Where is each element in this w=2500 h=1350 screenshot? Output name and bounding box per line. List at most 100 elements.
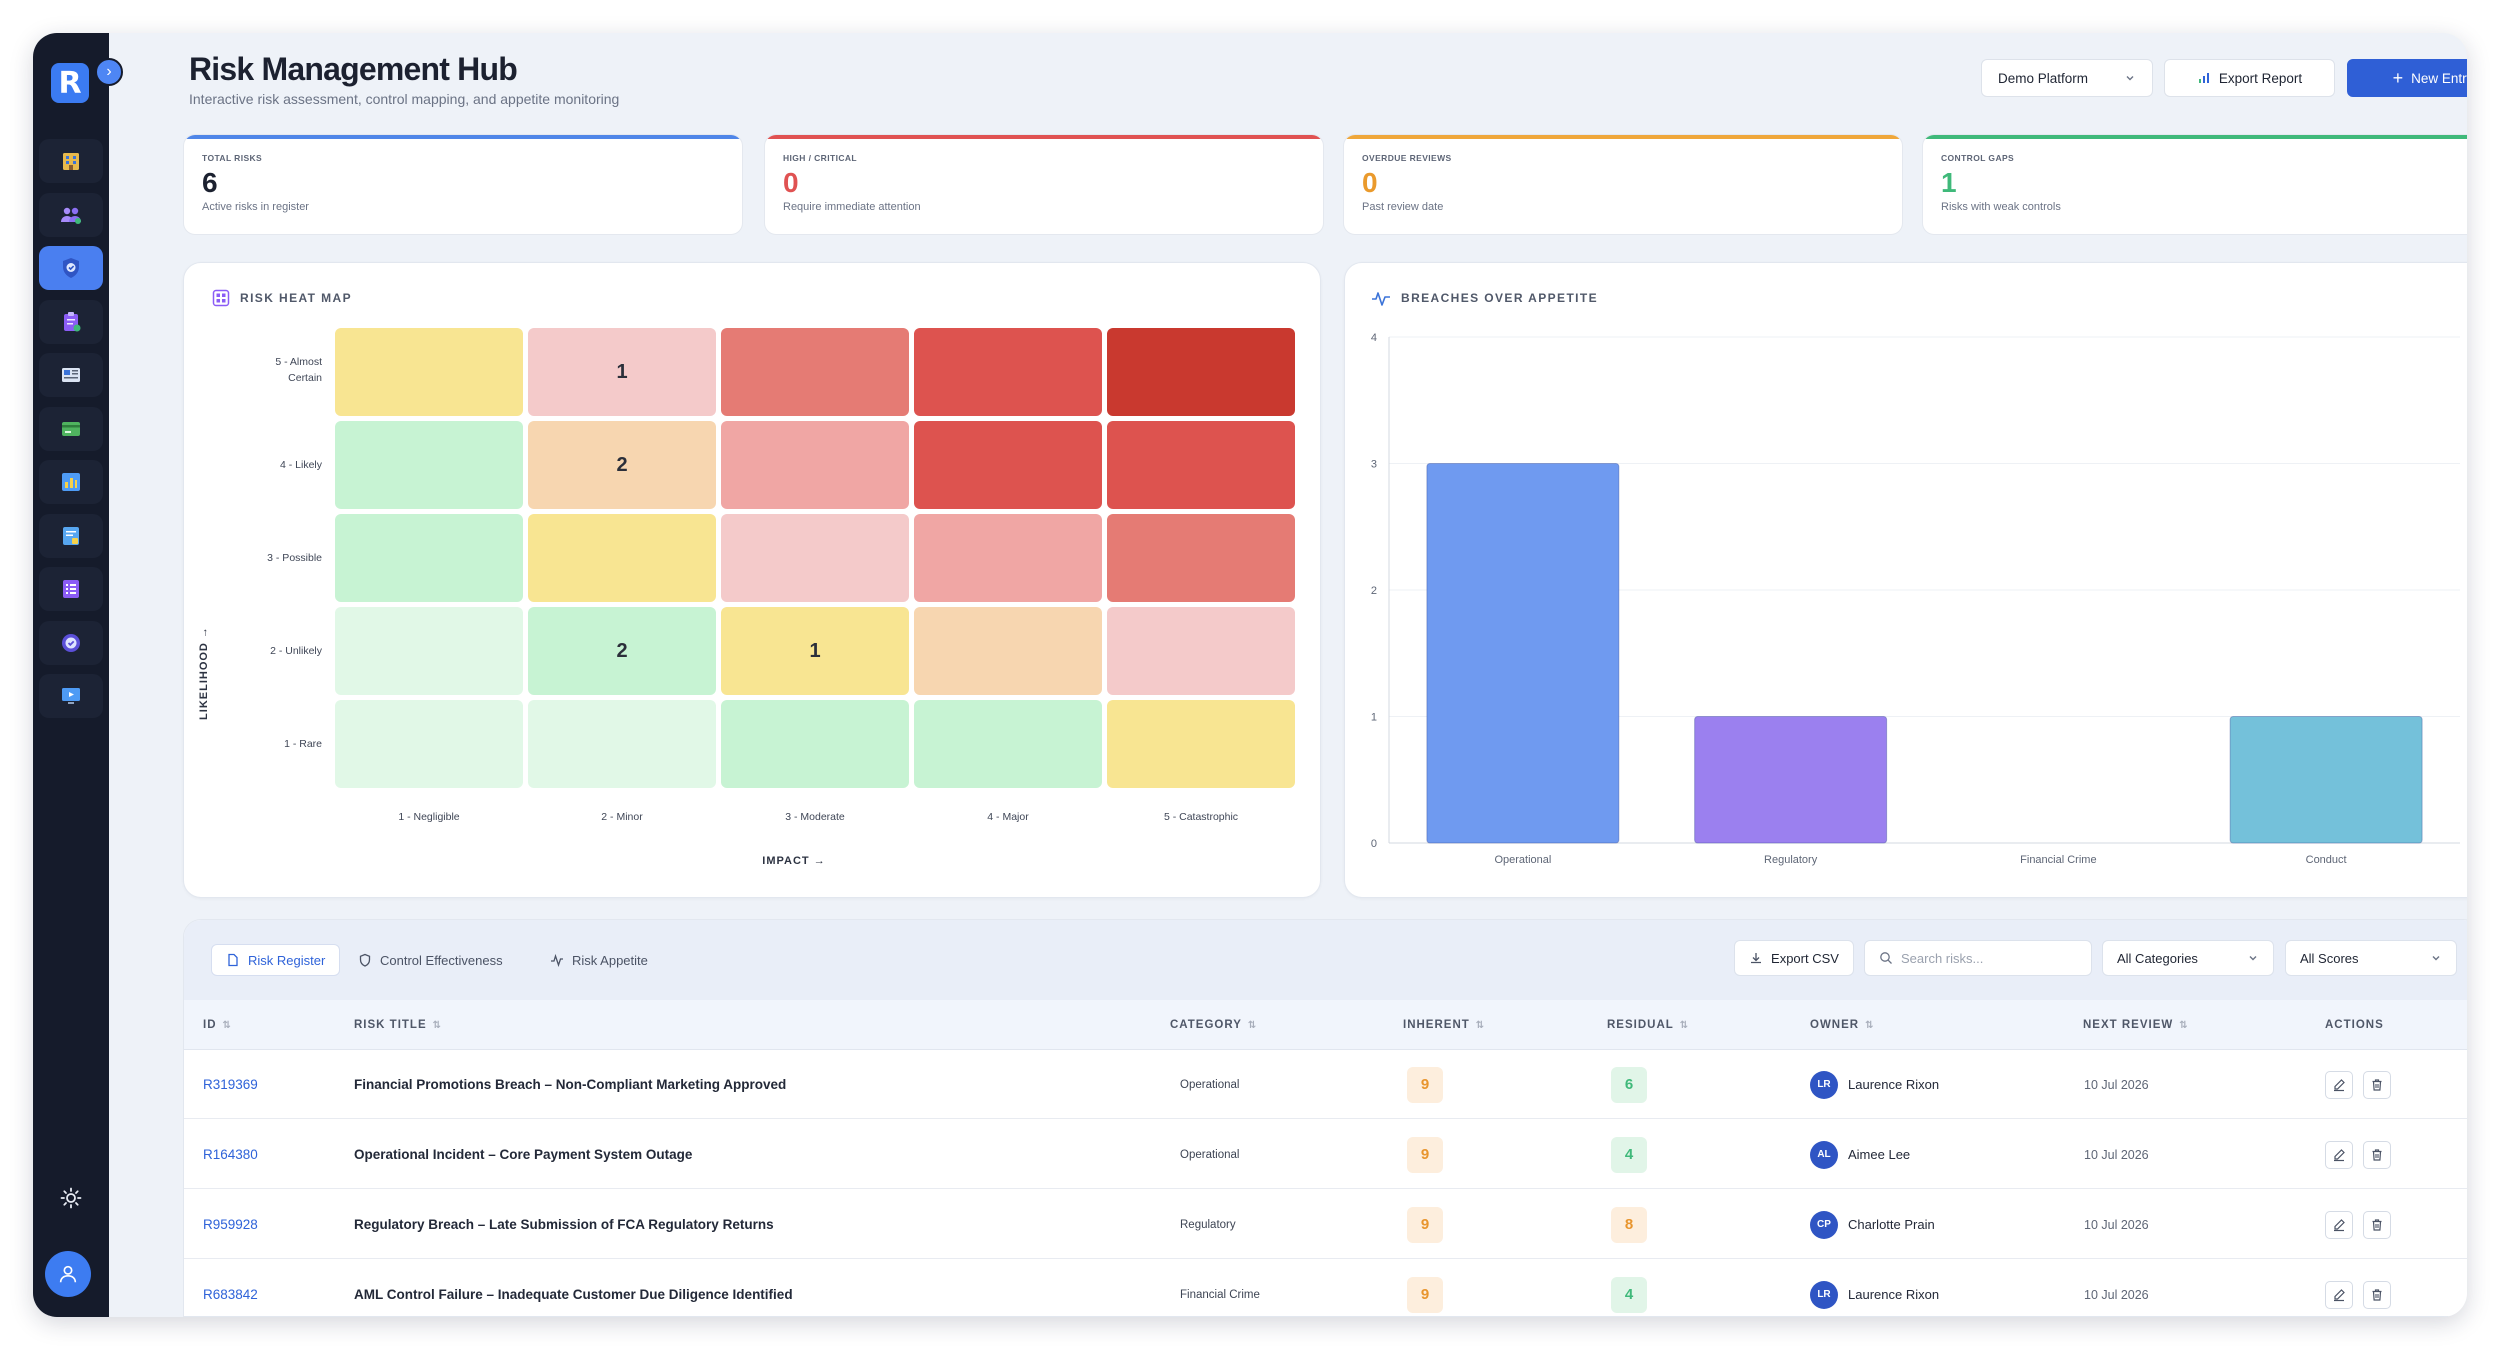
category-filter-select[interactable]: All Categories <box>2102 940 2274 976</box>
sidebar-item-users[interactable] <box>39 193 103 237</box>
heatmap-cell[interactable] <box>335 421 523 509</box>
inherent-cell: 9 <box>1407 1050 1443 1119</box>
risk-id-link[interactable]: R164380 <box>203 1147 258 1162</box>
edit-button[interactable] <box>2325 1070 2353 1099</box>
heatmap-cell[interactable] <box>528 514 716 602</box>
new-entry-button[interactable]: + New Entry <box>2347 59 2467 97</box>
trash-icon <box>2372 1148 2382 1161</box>
platform-select[interactable]: Demo Platform <box>1981 59 2153 97</box>
actions-cell <box>2325 1190 2401 1259</box>
heatmap-cell[interactable] <box>914 700 1102 788</box>
risk-id-link[interactable]: R683842 <box>203 1287 258 1302</box>
edit-icon <box>2334 1218 2345 1231</box>
heatmap-cell[interactable]: 1 <box>721 607 909 695</box>
heatmap-cell[interactable] <box>721 328 909 416</box>
heatmap-cell[interactable]: 2 <box>528 421 716 509</box>
table-row[interactable]: R683842 AML Control Failure – Inadequate … <box>184 1260 2467 1316</box>
heatmap-cell[interactable]: 2 <box>528 607 716 695</box>
delete-button[interactable] <box>2363 1070 2391 1099</box>
clipboard-icon <box>64 312 81 332</box>
y-tick-label: 1 <box>1371 712 1377 724</box>
heatmap-cell[interactable] <box>1107 514 1295 602</box>
column-header-residual[interactable]: RESIDUAL ⇅ <box>1607 1000 1689 1050</box>
heatmap-cell[interactable] <box>914 421 1102 509</box>
heatmap-cell[interactable] <box>721 700 909 788</box>
sun-icon <box>60 1187 82 1209</box>
owner-name: Laurence Rixon <box>1848 1077 1940 1092</box>
category-label: Operational <box>1180 1148 1240 1161</box>
sidebar-item-lists[interactable] <box>39 567 103 611</box>
column-header-actions: ACTIONS <box>2325 1000 2384 1050</box>
heatmap-cell[interactable]: 1 <box>528 328 716 416</box>
delete-button[interactable] <box>2363 1140 2391 1169</box>
column-header-inherent[interactable]: INHERENT ⇅ <box>1403 1000 1485 1050</box>
heatmap-cell[interactable] <box>335 700 523 788</box>
search-input[interactable]: Search risks... <box>1864 940 2092 976</box>
inherent-score-badge: 9 <box>1407 1276 1443 1313</box>
heatmap-cell[interactable] <box>721 514 909 602</box>
likelihood-label: 4 - Likely <box>279 459 322 471</box>
sidebar-toggle-button[interactable]: › <box>95 58 123 86</box>
heatmap-cell[interactable] <box>1107 328 1295 416</box>
sidebar-item-building[interactable] <box>39 139 103 183</box>
delete-button[interactable] <box>2363 1280 2391 1309</box>
heatmap-cell[interactable] <box>914 607 1102 695</box>
tab-control-effectiveness[interactable]: Control Effectiveness <box>344 944 517 976</box>
heatmap-cell[interactable] <box>1107 421 1295 509</box>
risk-id-link[interactable]: R959928 <box>203 1217 258 1232</box>
heatmap-cell[interactable] <box>528 700 716 788</box>
column-header-id[interactable]: ID ⇅ <box>203 1000 232 1050</box>
heatmap-title: RISK HEAT MAP <box>212 289 352 307</box>
document-icon <box>228 953 238 967</box>
avatar: AL <box>1810 1140 1838 1169</box>
column-header-category[interactable]: CATEGORY ⇅ <box>1170 1000 1257 1050</box>
heatmap-cell[interactable] <box>335 328 523 416</box>
tab-risk-appetite[interactable]: Risk Appetite <box>536 944 662 976</box>
score-filter-select[interactable]: All Scores <box>2285 940 2457 976</box>
export-report-button[interactable]: Export Report <box>2164 59 2335 97</box>
column-header-owner[interactable]: OWNER ⇅ <box>1810 1000 1874 1050</box>
heatmap-cell[interactable] <box>1107 607 1295 695</box>
sidebar-item-analytics[interactable] <box>39 460 103 504</box>
heatmap-cell[interactable] <box>335 514 523 602</box>
edit-button[interactable] <box>2325 1210 2353 1239</box>
table-row[interactable]: R164380 Operational Incident – Core Payme… <box>184 1120 2467 1189</box>
heatmap-cell[interactable] <box>721 421 909 509</box>
user-profile-button[interactable] <box>45 1251 91 1297</box>
export-csv-button[interactable]: Export CSV <box>1734 940 1854 976</box>
delete-button[interactable] <box>2363 1210 2391 1239</box>
heatmap-cell[interactable] <box>914 514 1102 602</box>
sidebar-item-presentations[interactable] <box>39 674 103 718</box>
heatmap-cell[interactable] <box>1107 700 1295 788</box>
bar[interactable] <box>2229 716 2423 844</box>
sidebar-item-risk[interactable] <box>39 246 103 290</box>
edit-button[interactable] <box>2325 1140 2353 1169</box>
table-row[interactable]: R319369 Financial Promotions Breach – Non… <box>184 1050 2467 1119</box>
trash-icon <box>2372 1288 2382 1301</box>
residual-cell: 4 <box>1611 1120 1647 1189</box>
bar[interactable] <box>1426 463 1620 844</box>
column-header-next-review[interactable]: NEXT REVIEW ⇅ <box>2083 1000 2189 1050</box>
impact-label: 1 - Negligible <box>398 811 460 823</box>
tab-risk-register[interactable]: Risk Register <box>211 944 341 976</box>
likelihood-label: 5 - Almost Certain <box>275 356 322 384</box>
heatmap-cell[interactable] <box>335 607 523 695</box>
inherent-score-badge: 9 <box>1407 1136 1443 1173</box>
sidebar-item-reports[interactable] <box>39 514 103 558</box>
edit-button[interactable] <box>2325 1280 2353 1309</box>
heatmap-cell[interactable] <box>914 328 1102 416</box>
column-header-risk-title[interactable]: RISK TITLE ⇅ <box>354 1000 442 1050</box>
theme-toggle-button[interactable] <box>39 1176 103 1220</box>
bar[interactable] <box>1694 716 1888 844</box>
sidebar-item-targets[interactable] <box>39 621 103 665</box>
risk-id-link[interactable]: R319369 <box>203 1077 258 1092</box>
app-logo[interactable]: R <box>51 63 89 103</box>
category-cell: Operational <box>1180 1120 1239 1189</box>
score-filter-value: All Scores <box>2300 950 2359 966</box>
sidebar-item-news[interactable] <box>39 353 103 397</box>
table-row[interactable]: R959928 Regulatory Breach – Late Submissi… <box>184 1190 2467 1259</box>
sidebar-item-cards[interactable] <box>39 407 103 451</box>
sort-icon: ⇅ <box>432 1019 443 1031</box>
sidebar-item-clipboard[interactable] <box>39 300 103 344</box>
residual-cell: 8 <box>1611 1190 1647 1259</box>
